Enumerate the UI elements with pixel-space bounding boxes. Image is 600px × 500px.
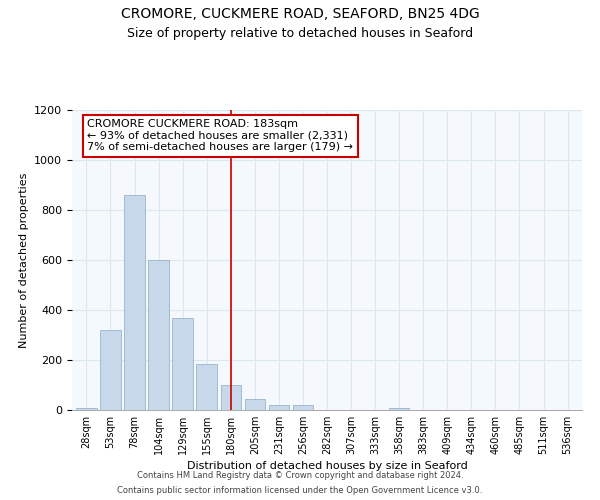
- X-axis label: Distribution of detached houses by size in Seaford: Distribution of detached houses by size …: [187, 461, 467, 471]
- Bar: [100, 330, 121, 410]
- Bar: [221, 385, 241, 410]
- Bar: [172, 318, 193, 410]
- Bar: [148, 260, 169, 410]
- Bar: [196, 364, 217, 410]
- Text: Size of property relative to detached houses in Seaford: Size of property relative to detached ho…: [127, 28, 473, 40]
- Y-axis label: Number of detached properties: Number of detached properties: [19, 172, 29, 348]
- Bar: [245, 399, 265, 410]
- Text: Contains public sector information licensed under the Open Government Licence v3: Contains public sector information licen…: [118, 486, 482, 495]
- Bar: [269, 405, 289, 410]
- Text: CROMORE CUCKMERE ROAD: 183sqm
← 93% of detached houses are smaller (2,331)
7% of: CROMORE CUCKMERE ROAD: 183sqm ← 93% of d…: [88, 119, 353, 152]
- Bar: [293, 405, 313, 410]
- Bar: [76, 408, 97, 410]
- Text: CROMORE, CUCKMERE ROAD, SEAFORD, BN25 4DG: CROMORE, CUCKMERE ROAD, SEAFORD, BN25 4D…: [121, 8, 479, 22]
- Bar: [124, 195, 145, 410]
- Bar: [389, 408, 409, 410]
- Text: Contains HM Land Registry data © Crown copyright and database right 2024.: Contains HM Land Registry data © Crown c…: [137, 471, 463, 480]
